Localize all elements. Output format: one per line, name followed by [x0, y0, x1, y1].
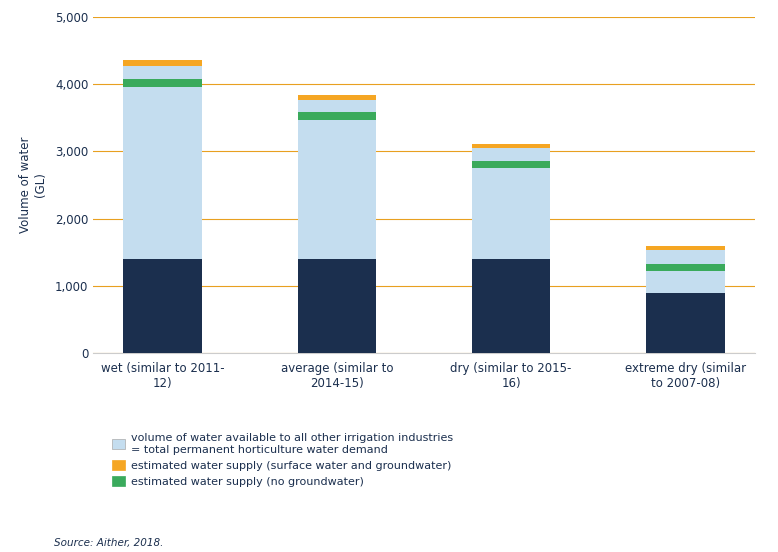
Bar: [472, 161, 550, 168]
Legend: volume of water available to all other irrigation industries
= total permanent h: volume of water available to all other i…: [112, 433, 453, 487]
Bar: [298, 100, 376, 259]
Bar: [298, 259, 376, 353]
Bar: [647, 264, 724, 271]
Bar: [647, 293, 724, 353]
Bar: [647, 246, 724, 250]
Bar: [124, 60, 202, 66]
Y-axis label: Volume of water
(GL): Volume of water (GL): [19, 137, 47, 233]
Bar: [124, 66, 202, 259]
Bar: [124, 259, 202, 353]
Bar: [472, 144, 550, 148]
Bar: [124, 78, 202, 87]
Bar: [472, 259, 550, 353]
Text: Source: Aither, 2018.: Source: Aither, 2018.: [54, 539, 164, 549]
Bar: [472, 148, 550, 259]
Bar: [298, 112, 376, 120]
Bar: [647, 250, 724, 293]
Bar: [298, 95, 376, 100]
